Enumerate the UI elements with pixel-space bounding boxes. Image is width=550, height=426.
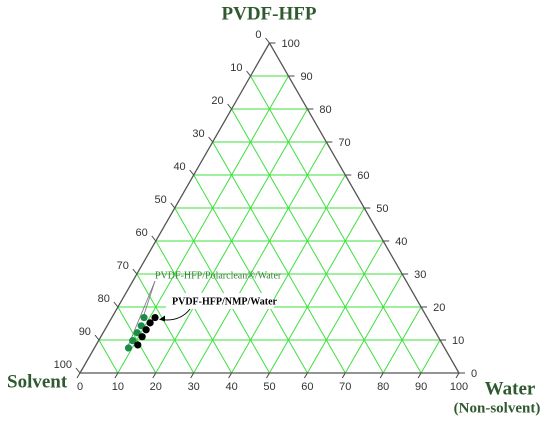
right-tick-label: 0 bbox=[471, 368, 477, 380]
bottom-tick-label: 0 bbox=[77, 381, 83, 393]
arrow-head bbox=[159, 315, 166, 322]
tick-mark bbox=[227, 103, 232, 110]
arrow bbox=[160, 308, 191, 321]
tick-mark bbox=[379, 372, 384, 379]
data-point bbox=[138, 333, 146, 341]
top-vertex-label: PVDF-HFP bbox=[222, 3, 317, 24]
leader-line bbox=[128, 280, 156, 346]
grid-line bbox=[231, 174, 346, 374]
tick-mark bbox=[246, 70, 251, 77]
label-box bbox=[166, 293, 274, 309]
right-vertex-label: Water bbox=[485, 378, 536, 399]
tick-mark bbox=[75, 367, 81, 374]
data-point bbox=[146, 319, 154, 327]
left-vertex-label: Solvent bbox=[7, 371, 68, 392]
right-tick-label: 40 bbox=[395, 236, 407, 248]
tick-mark bbox=[76, 372, 81, 379]
grid bbox=[98, 75, 441, 374]
bottom-tick-label: 80 bbox=[377, 381, 389, 393]
triangle-frame bbox=[78, 41, 461, 374]
bottom-tick-label: 30 bbox=[188, 381, 200, 393]
right-tick-label: 50 bbox=[376, 203, 388, 215]
left-tick-label: 100 bbox=[54, 359, 72, 371]
grid-line bbox=[212, 141, 346, 374]
bottom-tick-label: 20 bbox=[150, 381, 162, 393]
right-tick-label: 90 bbox=[300, 71, 312, 83]
grid-line bbox=[155, 108, 308, 374]
data-point bbox=[134, 341, 142, 349]
left-tick-label: 70 bbox=[117, 260, 129, 272]
tick-mark bbox=[341, 372, 346, 379]
left-tick-label: 90 bbox=[79, 326, 91, 338]
right-tick-label: 10 bbox=[452, 335, 464, 347]
grid-line bbox=[193, 141, 327, 374]
data-point bbox=[140, 313, 148, 322]
series-label: PVDF-HFP/NMP/Water bbox=[172, 296, 278, 307]
tick-mark bbox=[151, 235, 157, 242]
leader-line bbox=[143, 280, 156, 315]
tick-mark bbox=[114, 372, 119, 379]
bottom-tick-label: 70 bbox=[339, 381, 351, 393]
bottom-tick-label: 60 bbox=[301, 381, 313, 393]
right-tick-label: 100 bbox=[282, 38, 300, 50]
tick-mark bbox=[266, 372, 270, 379]
grid-line bbox=[420, 339, 441, 374]
left-tick-label: 20 bbox=[211, 95, 223, 107]
bottom-tick-label: 40 bbox=[225, 381, 237, 393]
tick-mark bbox=[208, 136, 214, 143]
grid-line bbox=[174, 207, 270, 374]
data-point bbox=[124, 344, 133, 352]
tick-mark bbox=[265, 37, 270, 44]
right-tick-label: 60 bbox=[357, 170, 369, 182]
grid-line bbox=[344, 273, 403, 374]
tick-mark bbox=[303, 372, 308, 379]
tick-mark bbox=[190, 372, 195, 379]
grid-line bbox=[250, 75, 422, 374]
left-tick-label: 10 bbox=[230, 62, 242, 74]
tick-mark bbox=[113, 301, 119, 308]
data-point bbox=[129, 337, 137, 345]
grid-line bbox=[382, 306, 422, 374]
right-tick-label: 80 bbox=[319, 104, 331, 116]
tick-mark bbox=[170, 202, 176, 209]
series-label: PVDF-HFP/Polarclean®/Water bbox=[155, 270, 282, 281]
left-tick-label: 60 bbox=[136, 227, 148, 239]
tick-mark bbox=[228, 372, 233, 379]
left-tick-label: 80 bbox=[98, 293, 110, 305]
tick-mark bbox=[417, 372, 422, 379]
bottom-tick-label: 90 bbox=[415, 381, 427, 393]
right-vertex-sublabel: (Non-solvent) bbox=[454, 400, 541, 416]
data-point bbox=[133, 329, 141, 337]
grid-line bbox=[117, 75, 289, 374]
grid-line bbox=[98, 339, 119, 374]
bottom-tick-label: 100 bbox=[450, 381, 468, 393]
left-tick-label: 30 bbox=[192, 128, 204, 140]
right-tick-label: 30 bbox=[414, 269, 426, 281]
right-tick-label: 20 bbox=[433, 302, 445, 314]
grid-line bbox=[136, 273, 195, 374]
bottom-tick-label: 50 bbox=[263, 381, 275, 393]
left-tick-label: 40 bbox=[173, 161, 185, 173]
tick-mark bbox=[132, 268, 138, 275]
data-point bbox=[151, 313, 159, 322]
data-point bbox=[137, 322, 145, 330]
tick-mark bbox=[152, 372, 157, 379]
grid-line bbox=[306, 240, 384, 374]
tick-mark bbox=[94, 334, 100, 341]
grid-line bbox=[269, 207, 365, 374]
right-tick-label: 70 bbox=[338, 137, 350, 149]
tick-mark bbox=[455, 372, 460, 379]
left-tick-label: 50 bbox=[155, 194, 167, 206]
data-point bbox=[142, 326, 150, 334]
tick-mark bbox=[189, 169, 195, 176]
bottom-tick-label: 10 bbox=[112, 381, 124, 393]
left-tick-label: 0 bbox=[255, 29, 261, 41]
